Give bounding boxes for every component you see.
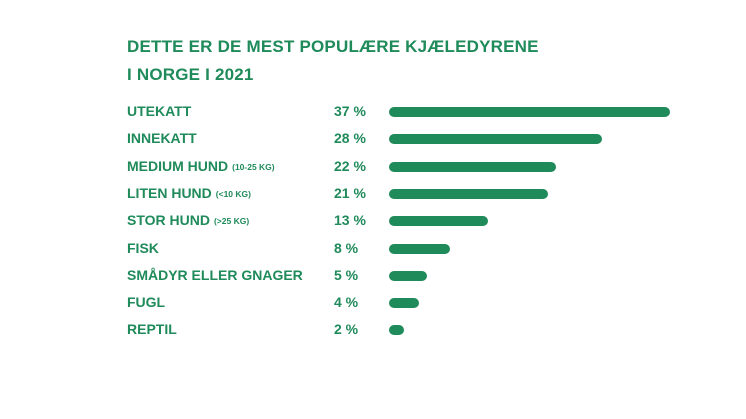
category-name: SMÅDYR ELLER GNAGER (127, 266, 303, 283)
category-name: UTEKATT (127, 103, 192, 119)
category-qualifier: (>25 KG) (213, 216, 250, 227)
value-label: 5 % (334, 266, 359, 283)
bar (389, 107, 670, 117)
category-name: FUGL (127, 294, 166, 311)
chart-row: SMÅDYR ELLER GNAGER 5 % (0, 262, 746, 289)
chart-row: UTEKATT 37 % (0, 98, 746, 125)
category-qualifier: (10-25 KG) (232, 161, 275, 172)
category-label: FISK (127, 235, 159, 262)
value-label: 8 % (334, 239, 359, 256)
category-label: STOR HUND (>25 KG) (127, 207, 249, 235)
chart-row: REPTIL 2 % (0, 316, 746, 343)
bar (389, 161, 557, 172)
bar (389, 298, 420, 309)
value-label: 2 % (334, 321, 359, 338)
value-label: 22 % (334, 157, 366, 174)
bar (389, 188, 549, 199)
category-qualifier: (<10 KG) (215, 188, 251, 199)
category-name: REPTIL (127, 321, 177, 338)
bar (389, 216, 488, 227)
category-label: MEDIUM HUND (10-25 KG) (127, 153, 275, 181)
value-label: 37 % (334, 103, 366, 119)
category-label: SMÅDYR ELLER GNAGER (127, 262, 303, 289)
category-label: REPTIL (127, 316, 177, 343)
chart-title: DETTE ER DE MEST POPULÆRE KJÆLEDYRENE I … (127, 33, 539, 89)
value-label: 21 % (334, 184, 366, 201)
bar (389, 134, 602, 145)
chart-row: STOR HUND (>25 KG) 13 % (0, 207, 746, 234)
bar (389, 270, 427, 281)
category-label: FUGL (127, 289, 165, 316)
bar (389, 325, 405, 336)
chart-title-line-1: DETTE ER DE MEST POPULÆRE KJÆLEDYRENE (127, 37, 539, 56)
category-name: FISK (127, 239, 159, 256)
category-name: LITEN HUND (127, 184, 212, 201)
category-label: UTEKATT (127, 98, 191, 125)
value-label: 4 % (334, 294, 359, 311)
chart-row: INNEKATT 28 % (0, 125, 746, 152)
chart-row: FISK 8 % (0, 235, 746, 262)
chart-title-line-2: I NORGE I 2021 (127, 65, 254, 84)
category-name: STOR HUND (127, 212, 210, 229)
bar (389, 243, 450, 254)
category-name: MEDIUM HUND (127, 157, 229, 174)
category-name: INNEKATT (127, 130, 197, 147)
value-label: 13 % (334, 212, 366, 229)
category-label: INNEKATT (127, 125, 197, 152)
chart-row: LITEN HUND (<10 KG) 21 % (0, 180, 746, 207)
chart-row: MEDIUM HUND (10-25 KG) 22 % (0, 153, 746, 180)
category-label: LITEN HUND (<10 KG) (127, 180, 251, 208)
value-label: 28 % (334, 130, 366, 147)
chart-row: FUGL 4 % (0, 289, 746, 316)
